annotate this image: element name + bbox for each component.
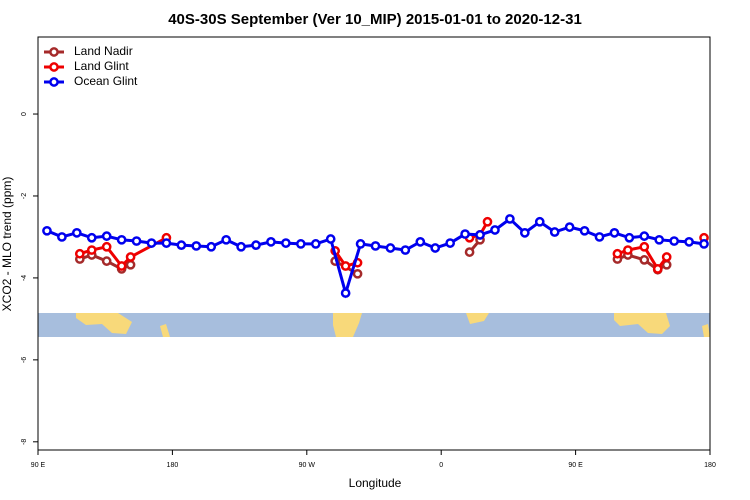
land <box>160 324 170 337</box>
data-point <box>161 238 172 248</box>
land <box>466 313 489 324</box>
x-tick-label: 90 W <box>299 462 316 469</box>
data-point <box>281 238 291 248</box>
data-point <box>445 238 456 248</box>
data-point <box>669 236 680 246</box>
data-point <box>131 236 142 246</box>
data-point <box>101 241 112 252</box>
data-point <box>430 243 441 253</box>
chart-title: 40S-30S September (Ver 10_MIP) 2015-01-0… <box>168 11 582 28</box>
data-point <box>340 261 351 271</box>
data-point <box>400 245 411 255</box>
y-tick-label: -8 <box>21 439 28 445</box>
data-point <box>612 248 623 259</box>
data-point <box>125 259 136 270</box>
series-line <box>46 216 705 299</box>
data-point <box>295 239 306 249</box>
data-point <box>460 229 470 239</box>
data-point <box>340 288 351 298</box>
data-point <box>549 227 560 237</box>
land <box>702 324 710 337</box>
data-point <box>652 264 663 274</box>
map-strip <box>38 313 710 337</box>
plot-frame <box>37 36 711 451</box>
data-point <box>206 241 217 252</box>
ocean-band <box>38 313 710 337</box>
data-point <box>325 234 336 244</box>
data-point <box>116 261 127 271</box>
legend-swatch-point <box>49 62 59 72</box>
data-point <box>482 216 493 227</box>
y-tick-label: 0 <box>21 112 28 116</box>
data-point <box>464 247 475 257</box>
y-tick-label: -6 <box>21 357 28 363</box>
data-point <box>654 234 665 245</box>
x-tick-label: 90 E <box>31 462 46 469</box>
legend-label: Land Glint <box>74 59 129 73</box>
y-tick-label: -4 <box>21 275 28 281</box>
data-point <box>57 232 67 242</box>
data-point <box>623 245 633 255</box>
data-point <box>251 240 261 250</box>
data-point <box>579 225 590 236</box>
land <box>76 313 132 334</box>
x-axis-label: Longitude <box>349 476 402 490</box>
data-point <box>385 243 396 253</box>
x-tick-label: 90 E <box>568 462 583 469</box>
data-point <box>310 239 321 249</box>
data-point <box>71 227 82 238</box>
legend-label: Ocean Glint <box>74 74 138 88</box>
data-point <box>125 252 136 262</box>
legend-swatch-point <box>49 77 59 87</box>
data-point <box>101 256 112 266</box>
data-point <box>564 222 575 232</box>
data-point <box>101 231 112 241</box>
data-point <box>699 239 709 249</box>
y-axis-label: XCO2 - MLO trend (ppm) <box>0 177 14 312</box>
data-point <box>505 214 515 224</box>
data-point <box>42 225 52 236</box>
y-tick-label: -2 <box>21 193 28 199</box>
data-point <box>624 232 635 243</box>
land <box>333 313 362 337</box>
land <box>614 313 670 334</box>
data-point <box>415 237 426 247</box>
data-point <box>490 225 500 235</box>
data-point <box>74 248 85 259</box>
data-point <box>236 241 246 252</box>
data-point <box>534 216 545 227</box>
data-point <box>475 230 485 240</box>
data-point <box>266 237 276 247</box>
data-point <box>639 231 650 241</box>
legend-label: Land Nadir <box>74 44 133 58</box>
data-point <box>684 237 694 247</box>
data-point <box>191 241 202 251</box>
data-point <box>609 227 620 238</box>
data-point <box>352 268 363 279</box>
data-point <box>86 232 97 243</box>
data-point <box>176 240 187 250</box>
x-tick-label: 0 <box>439 462 443 469</box>
data-point <box>146 238 157 248</box>
data-point <box>370 241 381 251</box>
data-point <box>116 234 127 245</box>
data-point <box>594 232 605 242</box>
data-point <box>519 227 530 238</box>
data-point <box>221 234 232 245</box>
data-point <box>86 245 97 255</box>
x-tick-label: 180 <box>704 462 716 469</box>
data-point <box>355 239 366 249</box>
legend-swatch-point <box>49 47 59 57</box>
data-point <box>639 255 650 265</box>
data-point <box>639 241 650 252</box>
x-tick-label: 180 <box>167 462 179 469</box>
data-point <box>661 252 672 262</box>
